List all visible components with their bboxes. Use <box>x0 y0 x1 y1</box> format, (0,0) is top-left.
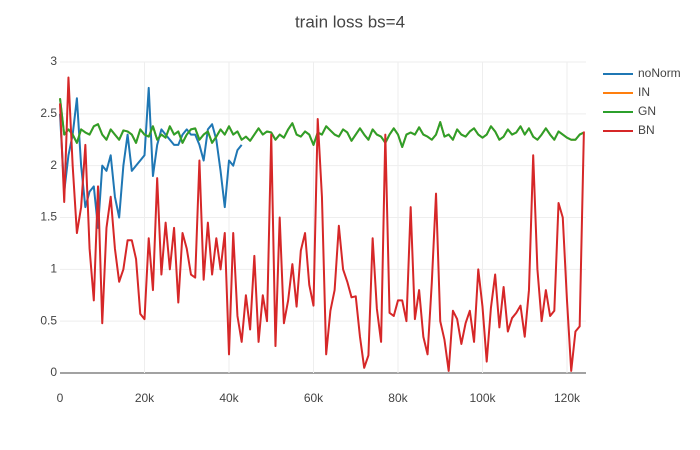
y-tick-label: 0 <box>50 365 57 379</box>
x-tick-label: 100k <box>469 391 496 405</box>
x-tick-label: 40k <box>219 391 239 405</box>
legend-label: noNorm <box>638 66 681 80</box>
y-tick-label: 2.5 <box>40 106 57 120</box>
x-tick-label: 80k <box>388 391 408 405</box>
y-tick-label: 1.5 <box>40 210 57 224</box>
x-tick-label: 20k <box>135 391 155 405</box>
x-tick-label: 0 <box>57 391 64 405</box>
series-line <box>59 98 585 149</box>
y-tick-label: 0.5 <box>40 313 57 327</box>
x-tick-label: 60k <box>304 391 324 405</box>
legend-label: IN <box>638 85 650 99</box>
y-tick-label: 1 <box>50 262 57 276</box>
series-line <box>59 98 585 149</box>
y-tick-label: 2 <box>50 158 57 172</box>
series-line <box>59 76 585 372</box>
legend-label: GN <box>638 104 656 118</box>
chart-title: train loss bs=4 <box>295 12 405 31</box>
x-tick-label: 120k <box>554 391 581 405</box>
y-tick-label: 3 <box>50 54 57 68</box>
legend-label: BN <box>638 123 655 137</box>
